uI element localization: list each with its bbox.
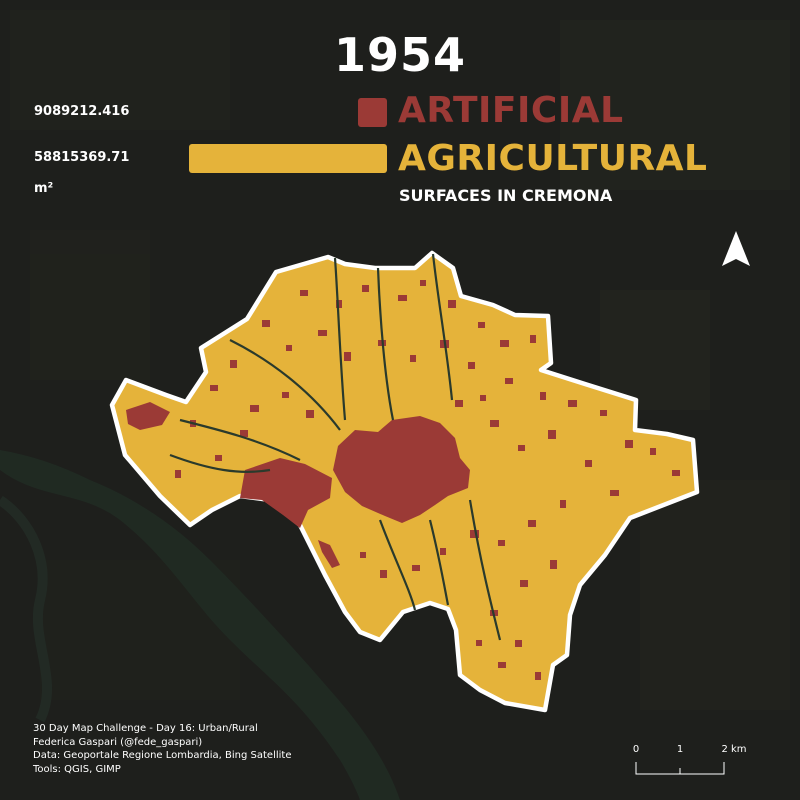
north-arrow-icon	[722, 231, 750, 266]
legend-subtitle: SURFACES IN CREMONA	[399, 186, 613, 205]
scale-label-1: 1	[676, 744, 684, 755]
credit-line: 30 Day Map Challenge - Day 16: Urban/Rur…	[33, 723, 258, 734]
scale-bar: 0 1 2 km	[624, 744, 754, 784]
canals	[169, 253, 502, 641]
agricultural-area-value: 58815369.71	[34, 150, 130, 165]
credit-line: Tools: QGIS, GIMP	[33, 763, 121, 775]
scale-label-0: 0	[632, 744, 640, 755]
credit-line: Data: Geoportale Regione Lombardia, Bing…	[33, 750, 292, 761]
map-year-title: 1954	[333, 28, 467, 82]
credit-line: Federica Gaspari (@fede_gaspari)	[33, 736, 203, 748]
agricultural-legend-label: AGRICULTURAL	[398, 138, 708, 179]
artificial-area-value: 9089212.416	[34, 104, 130, 119]
scale-label-2: 2 km	[721, 744, 747, 755]
area-unit: m²	[34, 181, 54, 196]
credits-block: 30 Day Map Challenge - Day 16: Urban/Rur…	[33, 722, 291, 776]
agricultural-legend-swatch	[189, 144, 387, 173]
artificial-legend-swatch	[358, 98, 387, 127]
scale-bar-line	[635, 762, 725, 775]
artificial-legend-label: ARTIFICIAL	[398, 90, 624, 131]
